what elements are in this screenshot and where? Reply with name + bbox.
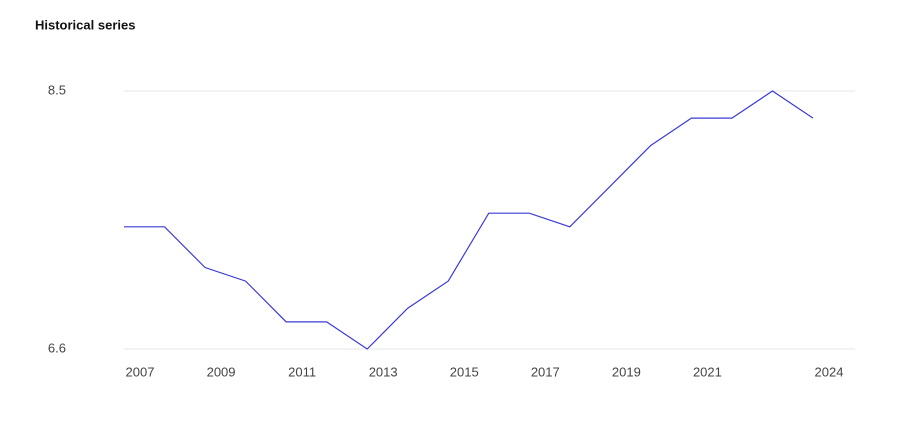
x-tick-label: 2021 [693, 364, 722, 379]
x-tick-label: 2013 [369, 364, 398, 379]
x-tick-label: 2007 [126, 364, 155, 379]
x-tick-label: 2011 [288, 364, 316, 379]
x-tick-label: 2017 [531, 364, 560, 379]
data-line [124, 90, 814, 350]
x-tick-label: 2024 [815, 364, 844, 379]
chart-title: Historical series [35, 17, 135, 32]
y-tick-label: 8.5 [48, 82, 66, 97]
x-tick-label: 2015 [450, 364, 479, 379]
y-tick-label: 6.6 [48, 340, 66, 355]
x-tick-label: 2019 [612, 364, 641, 379]
x-tick-label: 2009 [207, 364, 236, 379]
